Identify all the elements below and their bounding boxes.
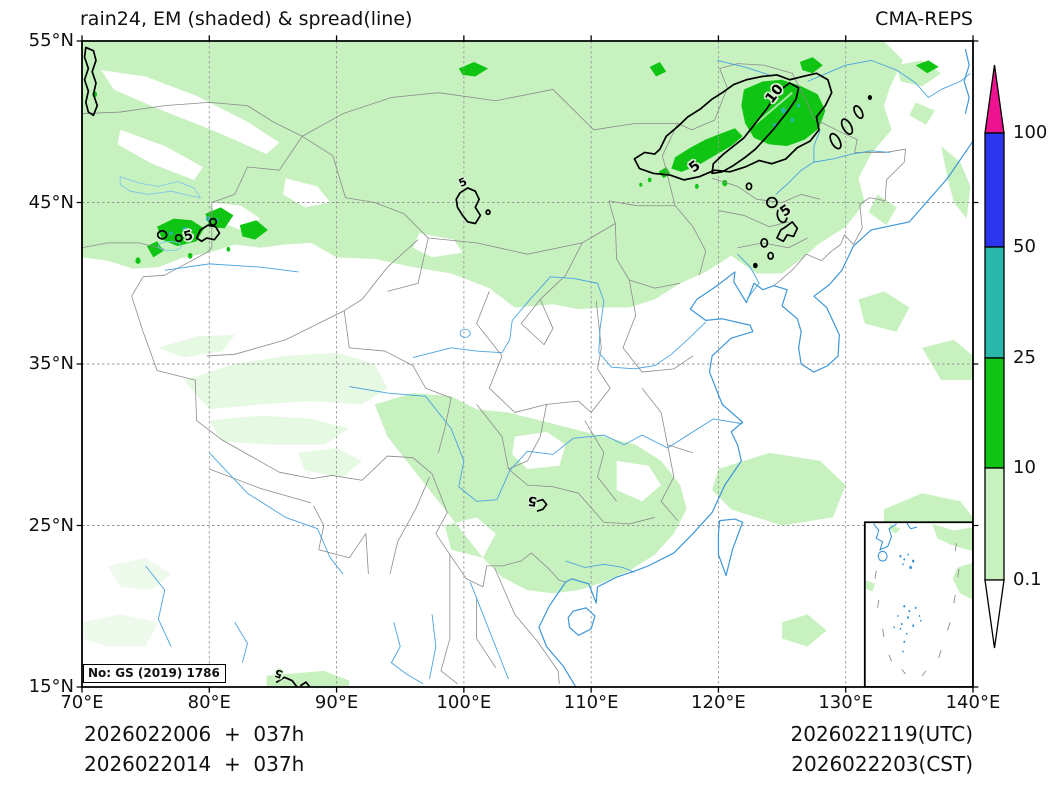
x-tick-label: 120°E: [691, 692, 746, 713]
rivers: [146, 60, 971, 683]
x-tick-label: 90°E: [314, 692, 359, 713]
y-tick-label: 15°N: [28, 676, 74, 697]
coastlines: [539, 49, 973, 687]
inset-south-china-sea: [865, 522, 973, 687]
y-tick-label: 45°N: [28, 191, 74, 213]
admin-boundaries: [82, 64, 906, 684]
graticule: [82, 41, 973, 687]
colorbar-tick-label: 50: [1013, 236, 1036, 257]
spread-contours: [85, 47, 872, 687]
colorbar-seg-0.1-10: [984, 467, 1005, 581]
map-canvas: [82, 41, 973, 687]
axis-ticks: [77, 35, 979, 692]
valid-time-cst: 2026022203(CST): [791, 752, 973, 776]
x-tick-label: 110°E: [563, 692, 619, 713]
init-time-utc: 2026022006 + 037h: [84, 722, 305, 746]
colorbar: [984, 64, 1005, 649]
colorbar-seg-50-100: [984, 132, 1005, 248]
x-tick-label: 140°E: [945, 692, 1001, 713]
map-border: [82, 41, 973, 687]
colorbar-seg-25-50: [984, 246, 1005, 359]
model-name: CMA-REPS: [875, 8, 973, 30]
colorbar-seg-10-25: [984, 357, 1005, 469]
y-tick-label: 55°N: [28, 30, 74, 51]
x-tick-label: 70°E: [60, 692, 104, 713]
x-tick-label: 130°E: [818, 692, 874, 713]
colorbar-tick-label: 100: [1013, 122, 1048, 143]
inset-shading: [866, 523, 973, 600]
x-tick-label: 100°E: [436, 692, 492, 713]
inset-coastlines: [874, 523, 917, 561]
colorbar-tick-label: 25: [1013, 347, 1036, 368]
inset-islands: [893, 553, 922, 653]
init-time-cst: 2026022014 + 037h: [84, 752, 305, 776]
figure-title: rain24, EM (shaded) & spread(line): [80, 8, 413, 30]
y-tick-label: 25°N: [28, 514, 74, 536]
colorbar-under-arrow: [984, 579, 1005, 649]
colorbar-over-arrow: [984, 64, 1005, 134]
valid-time-utc: 2026022119(UTC): [790, 722, 974, 746]
y-tick-label: 35°N: [28, 353, 74, 374]
inset-dash-line: [875, 543, 959, 675]
lakes: [120, 177, 470, 338]
x-tick-label: 80°E: [187, 692, 231, 713]
colorbar-tick-label: 0.1: [1013, 569, 1042, 590]
map-license-label: No: GS (2019) 1786: [83, 664, 226, 683]
colorbar-tick-label: 10: [1013, 457, 1036, 478]
precip-texture-streak: [754, 93, 792, 125]
